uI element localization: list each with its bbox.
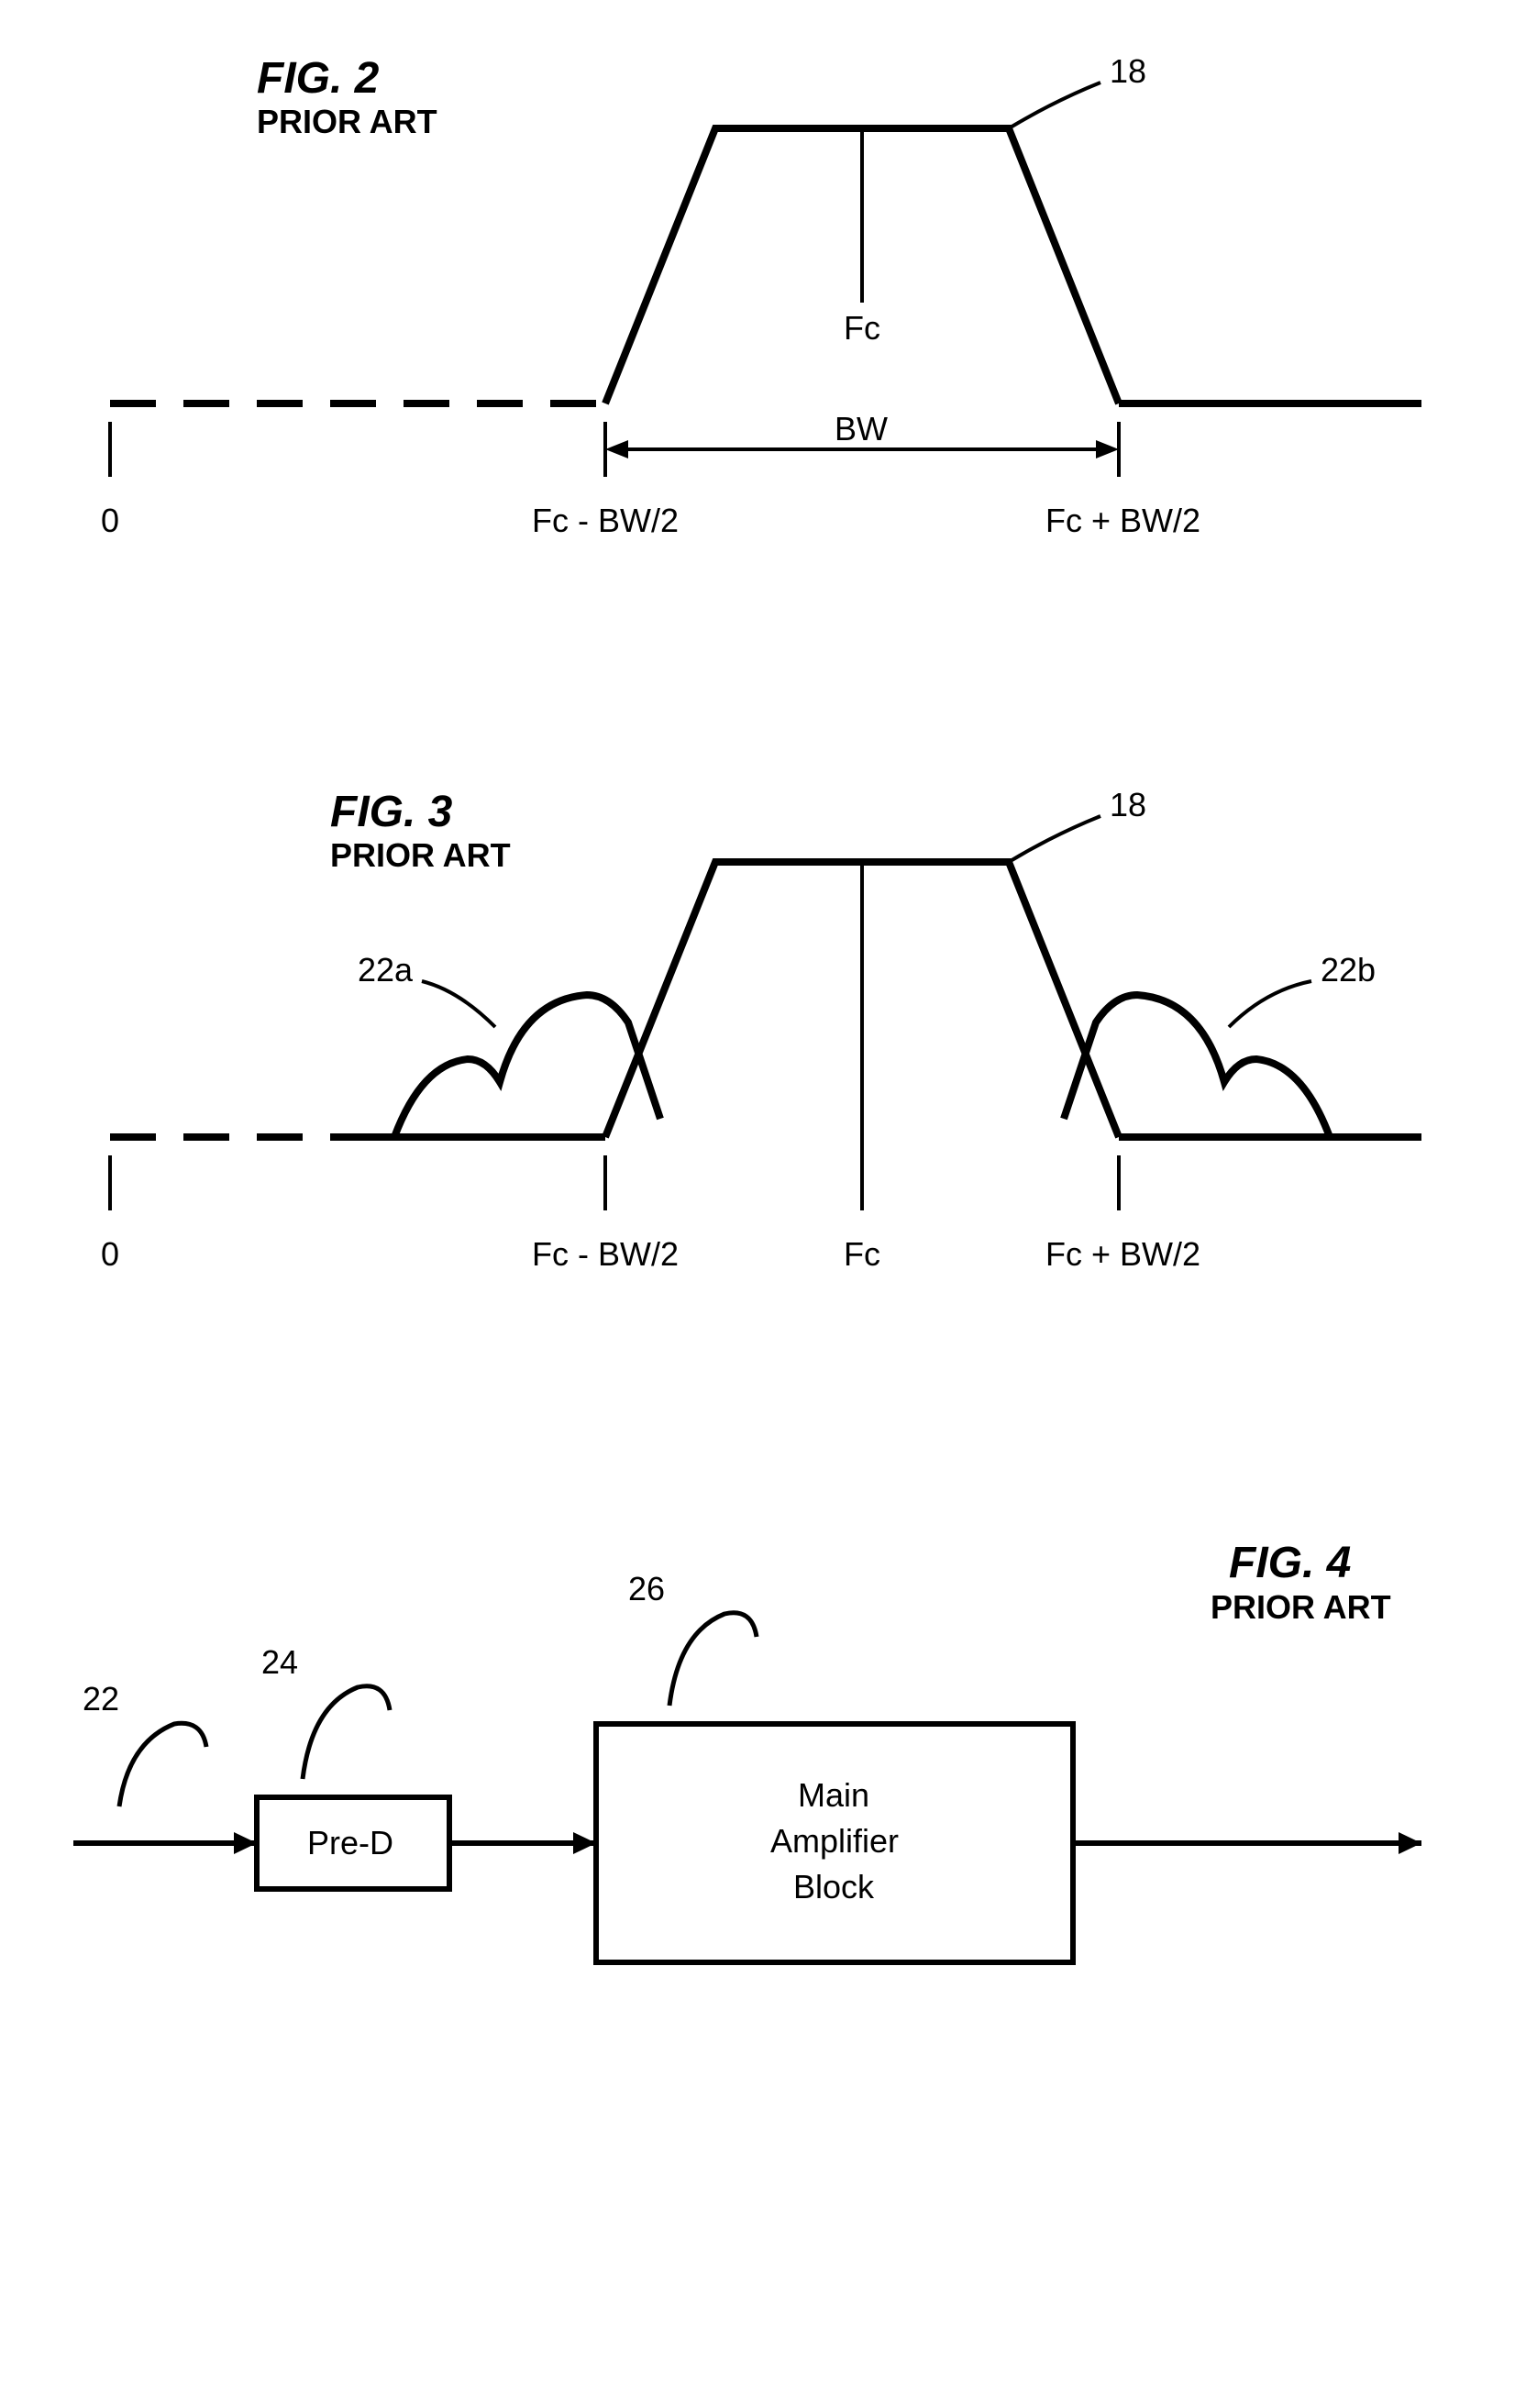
fig4-title-line1: FIG. 4 [1229,1539,1351,1587]
fig2-ref-18: 18 [1110,55,1146,90]
fig2-svg: 18 Fc BW 0 Fc - BW/2 Fc + BW/2 [73,55,1453,679]
fig3-svg: 18 22a 22b 0 Fc - BW/2 Fc Fc + BW/2 [73,789,1453,1412]
fig2-title-line1: FIG. 2 [257,54,379,103]
figure-2: FIG. 2 PRIOR ART 18 Fc BW 0 Fc - BW/2 Fc… [73,55,1453,679]
fig4-ref-24: 24 [261,1643,298,1681]
figure-3: FIG. 3 PRIOR ART 18 22a 22b 0 Fc - BW/2 … [73,789,1453,1412]
fig3-title: FIG. 3 PRIOR ART [330,789,511,873]
fig3-right-label: Fc + BW/2 [1045,1235,1200,1273]
fig3-left-label: Fc - BW/2 [532,1235,679,1273]
fig4-ref-26: 26 [628,1570,665,1607]
fig3-zero-label: 0 [101,1235,119,1273]
fig2-bw-label: BW [835,410,888,447]
fig3-fc-label: Fc [844,1235,880,1273]
fig2-right-label: Fc + BW/2 [1045,502,1200,539]
fig3-title-line1: FIG. 3 [330,788,452,836]
fig2-title: FIG. 2 PRIOR ART [257,55,437,139]
fig2-zero-label: 0 [101,502,119,539]
fig2-left-label: Fc - BW/2 [532,502,679,539]
fig4-title-line2: PRIOR ART [1211,1588,1391,1626]
fig3-ref-22b: 22b [1321,951,1376,989]
fig3-ref-18: 18 [1110,789,1146,823]
fig2-fc-label: Fc [844,309,880,347]
figure-4: FIG. 4 PRIOR ART 22 Pre-D 24 Main Amplif… [73,1522,1453,1999]
fig4-svg: FIG. 4 PRIOR ART 22 Pre-D 24 Main Amplif… [73,1522,1453,1999]
fig2-title-line2: PRIOR ART [257,104,437,140]
fig4-ref-22: 22 [83,1680,119,1718]
fig3-ref-22a: 22a [358,951,414,989]
fig4-pred-label: Pre-D [307,1824,393,1861]
fig4-amp-line2: Amplifier [770,1822,899,1860]
fig4-amp-line3: Block [793,1868,875,1905]
fig4-amp-line1: Main [798,1776,869,1814]
fig3-title-line2: PRIOR ART [330,837,511,874]
